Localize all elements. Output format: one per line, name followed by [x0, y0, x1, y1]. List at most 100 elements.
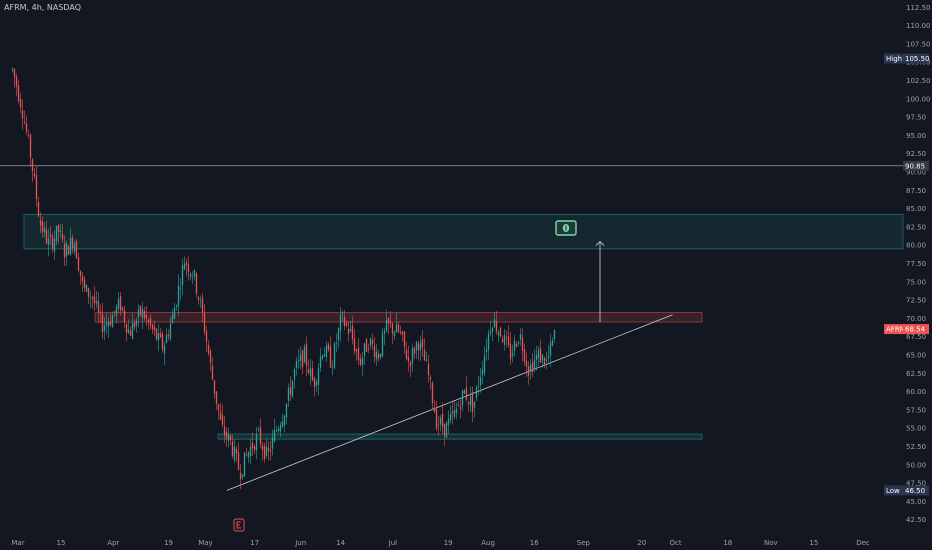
candle-body	[19, 99, 22, 108]
high-tag-label-bg	[884, 53, 903, 64]
candle-body	[283, 415, 286, 426]
price-tick-label: 57.50	[906, 406, 926, 414]
candle-body	[353, 338, 356, 352]
candle-body	[43, 227, 46, 233]
time-tick-label: 17	[250, 539, 259, 547]
candle-body	[287, 388, 290, 401]
candle-body	[277, 428, 280, 432]
candle-body	[17, 85, 20, 101]
candle-body	[211, 366, 214, 380]
candle-body	[471, 392, 474, 412]
candle-body	[435, 408, 438, 429]
target-arrow-head[interactable]	[595, 240, 605, 246]
candle-body	[69, 237, 72, 255]
candle-body	[163, 345, 166, 354]
candle-body	[413, 348, 416, 354]
high-tag-value-bg	[903, 53, 929, 64]
candle-body	[275, 430, 278, 431]
candle-body	[65, 243, 68, 257]
candle-body	[541, 354, 544, 361]
candle-body	[47, 238, 50, 246]
earnings-icon[interactable]	[233, 518, 245, 532]
candle-body	[497, 331, 500, 336]
candle-body	[455, 408, 458, 414]
price-tick-label: 70.00	[906, 315, 926, 323]
candle-body	[79, 270, 82, 276]
candle-body	[251, 442, 254, 449]
candle-body	[83, 279, 86, 288]
trendline-layer[interactable]	[226, 314, 673, 491]
support-zone[interactable]	[217, 433, 703, 440]
candle-body	[233, 446, 236, 461]
candle-body	[63, 243, 66, 258]
candle-body	[45, 229, 48, 243]
candle-body	[25, 123, 28, 132]
candle-body	[99, 311, 102, 314]
candle-body	[309, 368, 312, 377]
candle-body	[437, 424, 440, 426]
supply-zone[interactable]	[23, 214, 904, 250]
candle-body	[531, 362, 534, 373]
candle-body	[337, 328, 340, 341]
candle-body	[449, 413, 452, 421]
trendline[interactable]	[226, 314, 673, 491]
target-arrow[interactable]	[595, 240, 605, 323]
candle-body	[387, 318, 390, 324]
candle-body	[383, 330, 386, 334]
candle-body	[355, 349, 358, 352]
candle-body	[81, 276, 84, 282]
candle-body	[467, 401, 470, 404]
candle-body	[313, 378, 316, 387]
candle-body	[165, 334, 168, 343]
earnings-icon-frame[interactable]	[233, 518, 245, 532]
time-axis[interactable]: Mar 15 Apr 19 May 17 Jun 14 Jul 19 Aug 16 Sep 20 Oct 18…	[11, 539, 870, 547]
candle-body	[149, 317, 152, 326]
price-axis[interactable]: 112.50110.00107.50105.00102.50100.0097.5…	[906, 4, 931, 524]
candle-body	[85, 285, 88, 292]
candle-body	[293, 369, 296, 380]
candle-body	[273, 430, 276, 442]
candle-body	[167, 335, 170, 337]
candle-body	[419, 342, 422, 351]
candle-body	[151, 324, 154, 330]
candle-body	[307, 369, 310, 374]
candle-body	[473, 401, 476, 408]
low-tag-label: Low	[886, 487, 900, 495]
candle-body	[199, 300, 202, 302]
candle-body	[511, 352, 514, 356]
money-icon[interactable]	[555, 220, 577, 236]
candle-body	[503, 334, 506, 345]
candle-body	[385, 320, 388, 332]
candle-body	[481, 369, 484, 376]
candle-body	[401, 331, 404, 335]
candle-body	[379, 353, 382, 358]
candle-body	[153, 326, 156, 330]
price-tick-label: 75.00	[906, 278, 926, 286]
price-tick-label: 72.50	[906, 297, 926, 305]
candle-body	[459, 406, 462, 409]
candle-body	[367, 349, 370, 351]
time-tick-label: 19	[164, 539, 173, 547]
candle-body	[521, 337, 524, 351]
candle-body	[343, 316, 346, 327]
candle-body	[483, 355, 486, 373]
candle-body	[173, 308, 176, 319]
candle-body	[349, 328, 352, 332]
candle-body	[415, 342, 418, 351]
candle-body	[21, 110, 24, 119]
resistance-zone[interactable]	[94, 312, 703, 323]
candle-body	[425, 359, 428, 361]
candle-body	[469, 396, 472, 406]
time-tick-label: 16	[530, 539, 539, 547]
price-tick-label: 82.50	[906, 223, 926, 231]
level-tag-value-bg	[903, 160, 929, 171]
candle-body	[247, 452, 250, 458]
time-tick-label: 14	[336, 539, 345, 547]
candle-body	[551, 340, 554, 346]
candle-body	[249, 446, 252, 457]
candle-body	[15, 76, 18, 87]
candle-body	[507, 336, 510, 345]
candle-body	[189, 273, 192, 277]
candle-body	[491, 328, 494, 332]
